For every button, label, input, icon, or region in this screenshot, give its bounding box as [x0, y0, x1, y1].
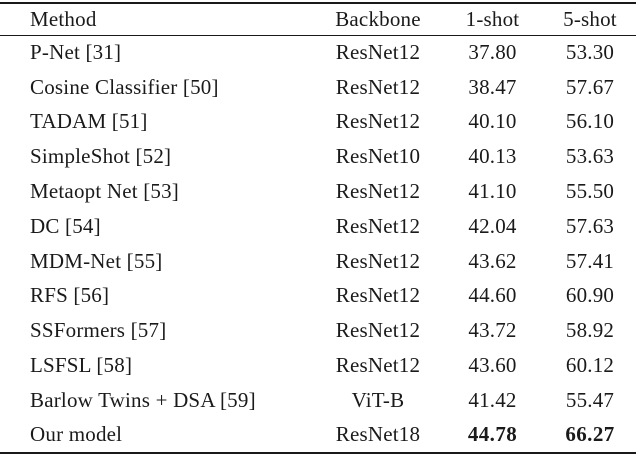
cell-five-shot: 57.41 [565, 248, 615, 273]
cell-method: MDM-Net [55] [30, 248, 163, 273]
table-row: Our model ResNet18 44.78 66.27 [0, 418, 636, 453]
cell-method: TADAM [51] [30, 109, 148, 134]
table-row: TADAM [51] ResNet12 40.10 56.10 [0, 105, 636, 140]
cell-method: SSFormers [57] [30, 318, 167, 343]
cell-five-shot: 60.12 [565, 353, 615, 378]
cell-backbone: ResNet12 [335, 109, 421, 134]
cell-method: P-Net [31] [30, 40, 122, 65]
cell-backbone: ResNet12 [335, 40, 421, 65]
cell-one-shot: 42.04 [468, 213, 517, 238]
table-row: SSFormers [57] ResNet12 43.72 58.92 [0, 313, 636, 348]
cell-one-shot: 40.13 [468, 144, 517, 169]
header-row: Method Backbone 1-shot 5-shot [0, 3, 636, 35]
column-header-method: Method [30, 6, 97, 31]
cell-one-shot: 44.78 [467, 422, 518, 447]
cell-backbone: ViT-B [351, 387, 405, 412]
table-row: DC [54] ResNet12 42.04 57.63 [0, 209, 636, 244]
table-row: MDM-Net [55] ResNet12 43.62 57.41 [0, 244, 636, 279]
column-header-5shot: 5-shot [563, 6, 617, 31]
cell-backbone: ResNet12 [335, 353, 421, 378]
cell-method: LSFSL [58] [30, 353, 133, 378]
cell-method: Metaopt Net [53] [30, 179, 179, 204]
cell-backbone: ResNet10 [335, 144, 421, 169]
cell-five-shot: 56.10 [565, 109, 615, 134]
cell-five-shot: 57.63 [565, 213, 615, 238]
cell-five-shot: 53.30 [565, 40, 615, 65]
cell-backbone: ResNet18 [335, 422, 421, 447]
table-row: Metaopt Net [53] ResNet12 41.10 55.50 [0, 174, 636, 209]
cell-one-shot: 43.62 [468, 248, 517, 273]
table-header: Method Backbone 1-shot 5-shot [0, 3, 636, 35]
cell-method: Our model [30, 422, 123, 447]
cell-backbone: ResNet12 [335, 213, 421, 238]
cell-five-shot: 58.92 [565, 318, 615, 343]
column-header-backbone: Backbone [335, 6, 421, 31]
cell-backbone: ResNet12 [335, 179, 421, 204]
cell-method: RFS [56] [30, 283, 110, 308]
cell-five-shot: 53.63 [565, 144, 615, 169]
cell-five-shot: 60.90 [565, 283, 615, 308]
cell-five-shot: 66.27 [565, 422, 615, 447]
cell-backbone: ResNet12 [335, 248, 421, 273]
table-row: Barlow Twins + DSA [59] ViT-B 41.42 55.47 [0, 383, 636, 418]
cell-backbone: ResNet12 [335, 74, 421, 99]
cell-method: DC [54] [30, 213, 101, 238]
cell-one-shot: 40.10 [468, 109, 517, 134]
cell-five-shot: 55.47 [565, 387, 615, 412]
cell-method: Cosine Classifier [50] [30, 74, 219, 99]
table-row: RFS [56] ResNet12 44.60 60.90 [0, 279, 636, 314]
cell-one-shot: 41.42 [468, 387, 517, 412]
table-row: LSFSL [58] ResNet12 43.60 60.12 [0, 348, 636, 383]
cell-one-shot: 44.60 [468, 283, 517, 308]
cell-one-shot: 37.80 [468, 40, 517, 65]
table-body: P-Net [31] ResNet12 37.80 53.30 Cosine Class… [0, 35, 636, 453]
cell-method: Barlow Twins + DSA [59] [30, 387, 256, 412]
cell-one-shot: 38.47 [468, 74, 517, 99]
table-row: Cosine Classifier [50] ResNet12 38.47 57.67 [0, 70, 636, 105]
cell-one-shot: 43.72 [468, 318, 517, 343]
cell-backbone: ResNet12 [335, 318, 421, 343]
cell-one-shot: 41.10 [468, 179, 517, 204]
cell-backbone: ResNet12 [335, 283, 421, 308]
cell-five-shot: 57.67 [565, 74, 615, 99]
table-row: SimpleShot [52] ResNet10 40.13 53.63 [0, 139, 636, 174]
cell-one-shot: 43.60 [468, 353, 517, 378]
cell-method: SimpleShot [52] [30, 144, 172, 169]
cell-five-shot: 55.50 [565, 179, 615, 204]
table-row: P-Net [31] ResNet12 37.80 53.30 [0, 35, 636, 70]
column-header-1shot: 1-shot [465, 6, 520, 31]
